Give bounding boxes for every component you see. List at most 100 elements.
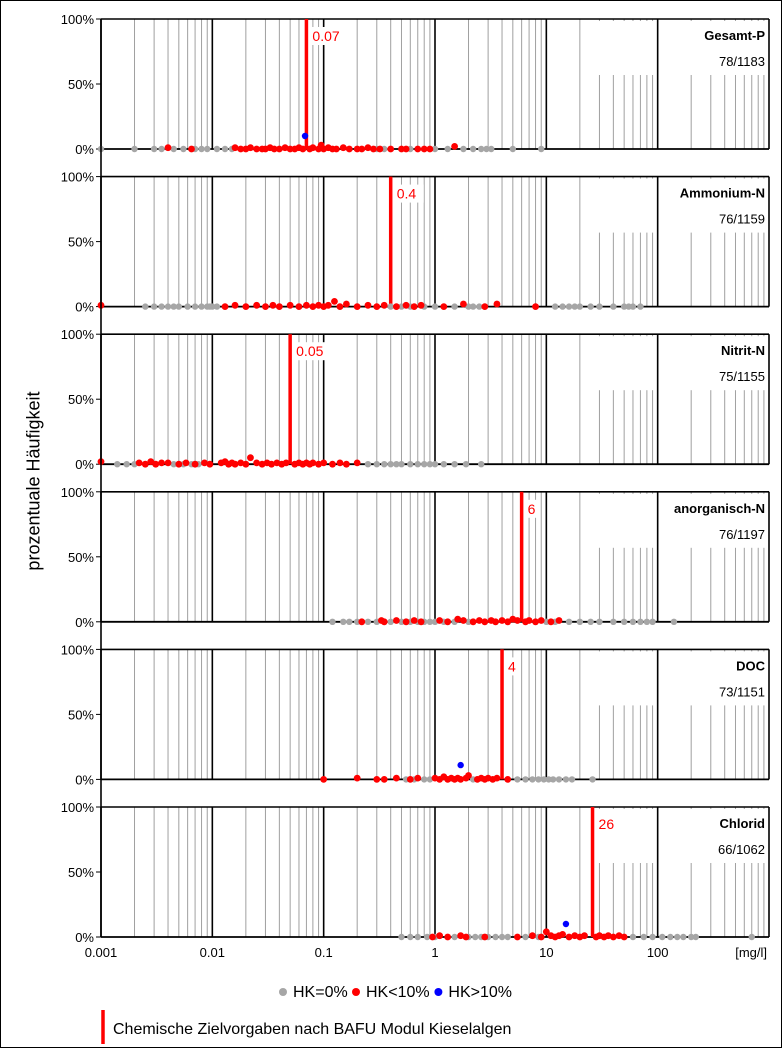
point-hk-0	[381, 461, 388, 468]
point-hk-lt-10	[373, 776, 381, 783]
point-hk-lt-10	[353, 303, 361, 310]
x-tick-label: 0.001	[85, 945, 118, 960]
legend-marker	[434, 988, 443, 996]
point-hk-0	[478, 461, 485, 468]
point-hk-0	[589, 776, 596, 783]
point-hk-gt-10	[301, 132, 309, 140]
point-hk-lt-10	[454, 615, 462, 623]
point-hk-lt-10	[269, 301, 277, 309]
point-hk-0	[596, 618, 603, 625]
panel-nitrit-n: 0% 50% 100% 0.05 Nitrit-N 75/1155	[61, 327, 770, 472]
point-hk-0	[469, 303, 477, 310]
point-hk-0	[545, 776, 552, 783]
point-hk-lt-10	[332, 145, 340, 153]
point-hk-0	[414, 461, 421, 468]
point-hk-0	[674, 933, 681, 941]
point-hk-0	[444, 145, 451, 153]
point-hk-lt-10	[242, 460, 250, 468]
point-hk-lt-10	[481, 618, 489, 626]
point-hk-0	[340, 618, 347, 625]
panel-title: anorganisch-N	[674, 501, 765, 516]
point-hk-lt-10	[537, 617, 545, 624]
point-hk-lt-10	[295, 303, 303, 310]
point-hk-lt-10	[493, 300, 501, 308]
point-hk-lt-10	[414, 145, 422, 153]
y-tick-label: 100%	[61, 485, 95, 500]
target-label-bg	[393, 184, 424, 203]
panel-label-box	[589, 651, 767, 706]
point-hk-0	[576, 618, 584, 625]
point-hk-0	[198, 303, 205, 310]
point-hk-0	[551, 303, 559, 310]
point-hk-gt-10	[457, 761, 464, 769]
point-hk-0	[150, 145, 158, 153]
point-hk-lt-10	[392, 617, 400, 624]
point-hk-0	[535, 776, 542, 783]
panel-label-box	[589, 336, 767, 391]
point-hk-0	[329, 618, 336, 625]
point-hk-0	[492, 933, 499, 941]
point-hk-0	[221, 145, 229, 153]
point-hk-0	[407, 461, 414, 468]
y-tick-label: 0%	[75, 300, 94, 315]
point-hk-0	[431, 145, 439, 153]
point-hk-0	[587, 618, 594, 625]
point-hk-0	[423, 933, 431, 941]
point-hk-lt-10	[620, 933, 628, 941]
point-hk-0	[522, 933, 529, 941]
point-hk-lt-10	[247, 144, 254, 152]
point-hk-0	[158, 303, 165, 310]
panel-ammonium-n: 0% 50% 100% 0.4 Ammonium-N 76/1159	[61, 170, 770, 315]
point-hk-lt-10	[152, 460, 160, 468]
point-hk-lt-10	[460, 617, 467, 624]
target-value-label: 0.4	[397, 186, 417, 202]
panel-title: DOC	[736, 658, 766, 673]
point-hk-lt-10	[299, 145, 307, 153]
point-hk-lt-10	[380, 618, 388, 626]
point-hk-0	[373, 461, 380, 468]
point-hk-lt-10	[353, 774, 361, 782]
point-hk-lt-10	[542, 928, 550, 936]
point-hk-lt-10	[262, 303, 269, 310]
point-hk-lt-10	[481, 933, 489, 941]
point-hk-lt-10	[364, 144, 372, 152]
y-tick-label: 100%	[61, 170, 95, 185]
panel-count: 78/1183	[719, 54, 765, 69]
point-hk-0	[596, 303, 603, 310]
point-hk-lt-10	[444, 933, 452, 941]
point-hk-0	[346, 618, 353, 625]
point-hk-lt-10	[514, 617, 521, 624]
point-hk-lt-10	[201, 459, 208, 467]
point-hk-lt-10	[414, 774, 422, 782]
point-hk-0	[667, 933, 674, 941]
point-hk-0	[522, 776, 529, 783]
point-hk-lt-10	[571, 932, 579, 940]
y-tick-label: 50%	[68, 707, 94, 722]
point-hk-0	[393, 461, 400, 468]
point-hk-lt-10	[492, 618, 499, 626]
point-hk-lt-10	[309, 303, 317, 310]
point-hk-lt-10	[420, 145, 428, 153]
legend-target-label: Chemische Zielvorgaben nach BAFU Modul K…	[113, 1021, 511, 1038]
point-hk-0	[431, 461, 439, 468]
point-hk-lt-10	[358, 618, 366, 626]
point-hk-0	[637, 303, 644, 310]
point-hk-0	[387, 618, 394, 625]
point-hk-lt-10	[481, 303, 489, 310]
target-label-bg	[595, 815, 618, 833]
point-hk-lt-10	[231, 460, 239, 468]
point-hk-0	[414, 933, 421, 941]
point-hk-0	[180, 145, 187, 153]
point-hk-0	[114, 461, 121, 468]
point-hk-0	[426, 618, 434, 625]
point-hk-0	[440, 461, 448, 468]
point-hk-0	[687, 933, 695, 941]
target-label-bg	[293, 342, 332, 361]
point-hk-lt-10	[364, 301, 372, 309]
point-hk-0	[387, 303, 394, 310]
point-hk-0	[198, 145, 205, 153]
point-hk-lt-10	[188, 145, 195, 153]
point-hk-lt-10	[242, 303, 250, 310]
point-hk-lt-10	[164, 144, 172, 152]
point-hk-0	[431, 303, 439, 310]
